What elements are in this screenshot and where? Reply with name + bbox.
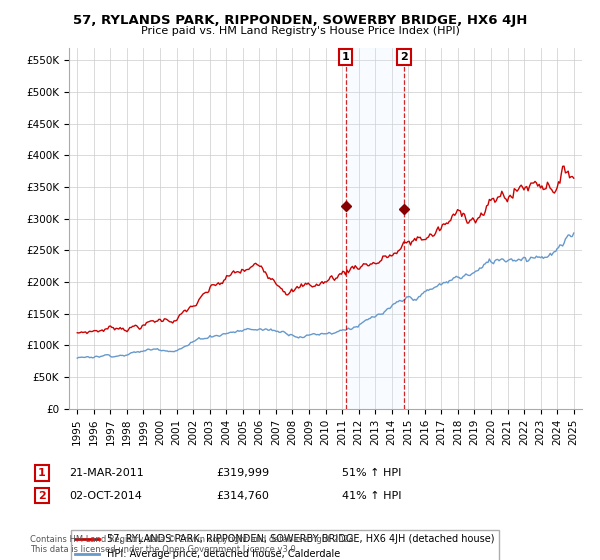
Text: £314,760: £314,760 bbox=[216, 491, 269, 501]
Legend: 57, RYLANDS PARK, RIPPONDEN, SOWERBY BRIDGE, HX6 4JH (detached house), HPI: Aver: 57, RYLANDS PARK, RIPPONDEN, SOWERBY BRI… bbox=[71, 530, 499, 560]
Text: £319,999: £319,999 bbox=[216, 468, 269, 478]
Text: 57, RYLANDS PARK, RIPPONDEN, SOWERBY BRIDGE, HX6 4JH: 57, RYLANDS PARK, RIPPONDEN, SOWERBY BRI… bbox=[73, 14, 527, 27]
Text: 2: 2 bbox=[38, 491, 46, 501]
Text: Price paid vs. HM Land Registry's House Price Index (HPI): Price paid vs. HM Land Registry's House … bbox=[140, 26, 460, 36]
Text: 1: 1 bbox=[342, 52, 350, 62]
Text: 1: 1 bbox=[38, 468, 46, 478]
Text: 21-MAR-2011: 21-MAR-2011 bbox=[69, 468, 144, 478]
Bar bbox=[346, 48, 404, 409]
Text: 02-OCT-2014: 02-OCT-2014 bbox=[69, 491, 142, 501]
Text: Contains HM Land Registry data © Crown copyright and database right 2024.
This d: Contains HM Land Registry data © Crown c… bbox=[30, 535, 356, 554]
Text: 51% ↑ HPI: 51% ↑ HPI bbox=[342, 468, 401, 478]
Text: 41% ↑ HPI: 41% ↑ HPI bbox=[342, 491, 401, 501]
Text: 2: 2 bbox=[400, 52, 408, 62]
